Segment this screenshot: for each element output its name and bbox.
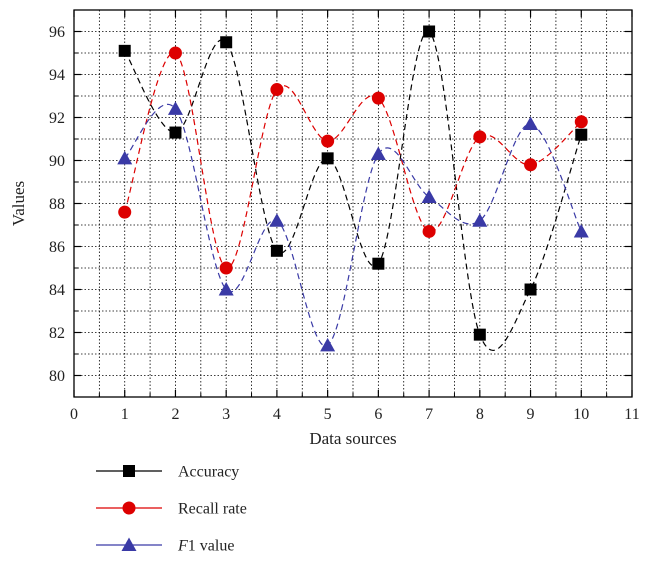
legend-marker-accuracy bbox=[123, 465, 135, 477]
recall-rate-point bbox=[321, 134, 335, 148]
recall-rate-point bbox=[118, 205, 132, 219]
legend-label-f1-value: F1 value bbox=[177, 538, 234, 555]
x-tick-label: 9 bbox=[527, 406, 535, 423]
x-tick-label: 11 bbox=[624, 406, 639, 423]
f1-value-point bbox=[472, 213, 488, 227]
y-tick-label: 86 bbox=[49, 239, 65, 256]
x-tick-label: 10 bbox=[573, 406, 589, 423]
recall-rate-point bbox=[168, 46, 182, 60]
f1-value-point bbox=[269, 213, 285, 227]
f1-value-line bbox=[124, 103, 582, 347]
accuracy-point bbox=[423, 25, 436, 38]
grid-layer bbox=[74, 10, 632, 397]
x-tick-label: 1 bbox=[121, 406, 129, 423]
f1-value-point bbox=[117, 150, 133, 165]
f1-value-point bbox=[421, 189, 437, 204]
recall-rate-point bbox=[574, 115, 588, 129]
y-tick-label: 82 bbox=[49, 325, 65, 342]
accuracy-line bbox=[124, 30, 582, 352]
y-tick-label: 94 bbox=[49, 67, 65, 84]
axes bbox=[73, 9, 633, 398]
accuracy-point bbox=[372, 257, 385, 270]
x-tick-label: 5 bbox=[324, 406, 332, 423]
f1-value-point bbox=[370, 146, 386, 161]
x-tick-label: 0 bbox=[70, 406, 78, 423]
y-tick-label: 96 bbox=[49, 24, 65, 41]
series-markers bbox=[117, 25, 589, 352]
f1-value-point bbox=[523, 116, 539, 130]
y-tick-label: 84 bbox=[49, 282, 65, 299]
legend: Accuracy Recall rate F1 value bbox=[96, 464, 247, 555]
x-tick-label: 8 bbox=[476, 406, 484, 423]
f1-value-point bbox=[167, 101, 183, 115]
y-tick-label: 88 bbox=[49, 196, 65, 213]
recall-rate-point bbox=[270, 83, 284, 97]
recall-rate-point bbox=[473, 130, 487, 144]
accuracy-point bbox=[270, 244, 283, 257]
y-tick-label: 90 bbox=[49, 153, 65, 170]
accuracy-point bbox=[524, 283, 537, 296]
legend-marker-f1-value bbox=[121, 537, 137, 551]
x-axis-title: Data sources bbox=[309, 429, 396, 448]
recall-rate-point bbox=[219, 261, 233, 275]
x-tick-label: 7 bbox=[425, 406, 433, 423]
tick-labels: 0 1 2 3 4 5 6 7 8 9 10 11 80 82 84 86 88 90 92 94 96 bbox=[49, 24, 640, 423]
accuracy-point bbox=[220, 36, 233, 49]
recall-rate-point bbox=[422, 224, 436, 238]
y-tick-label: 92 bbox=[49, 110, 65, 127]
x-tick-label: 3 bbox=[222, 406, 230, 423]
x-tick-label: 6 bbox=[374, 406, 382, 423]
y-axis-title: Values bbox=[9, 181, 28, 226]
x-tick-label: 4 bbox=[273, 406, 281, 423]
legend-marker-recall-rate bbox=[122, 501, 136, 515]
accuracy-point bbox=[169, 126, 182, 139]
f1-value-point bbox=[218, 282, 234, 296]
f1-value-point bbox=[573, 223, 589, 238]
legend-label-accuracy: Accuracy bbox=[178, 464, 239, 481]
x-tick-label: 2 bbox=[171, 406, 179, 423]
accuracy-point bbox=[473, 328, 486, 341]
legend-label-recall-rate: Recall rate bbox=[178, 501, 247, 518]
accuracy-point bbox=[321, 152, 334, 165]
recall-rate-point bbox=[371, 91, 385, 105]
f1-value-point bbox=[320, 337, 336, 352]
accuracy-point bbox=[118, 44, 131, 57]
recall-rate-point bbox=[524, 158, 538, 172]
y-tick-label: 80 bbox=[49, 368, 65, 385]
accuracy-point bbox=[575, 128, 588, 141]
series-lines bbox=[124, 30, 582, 352]
